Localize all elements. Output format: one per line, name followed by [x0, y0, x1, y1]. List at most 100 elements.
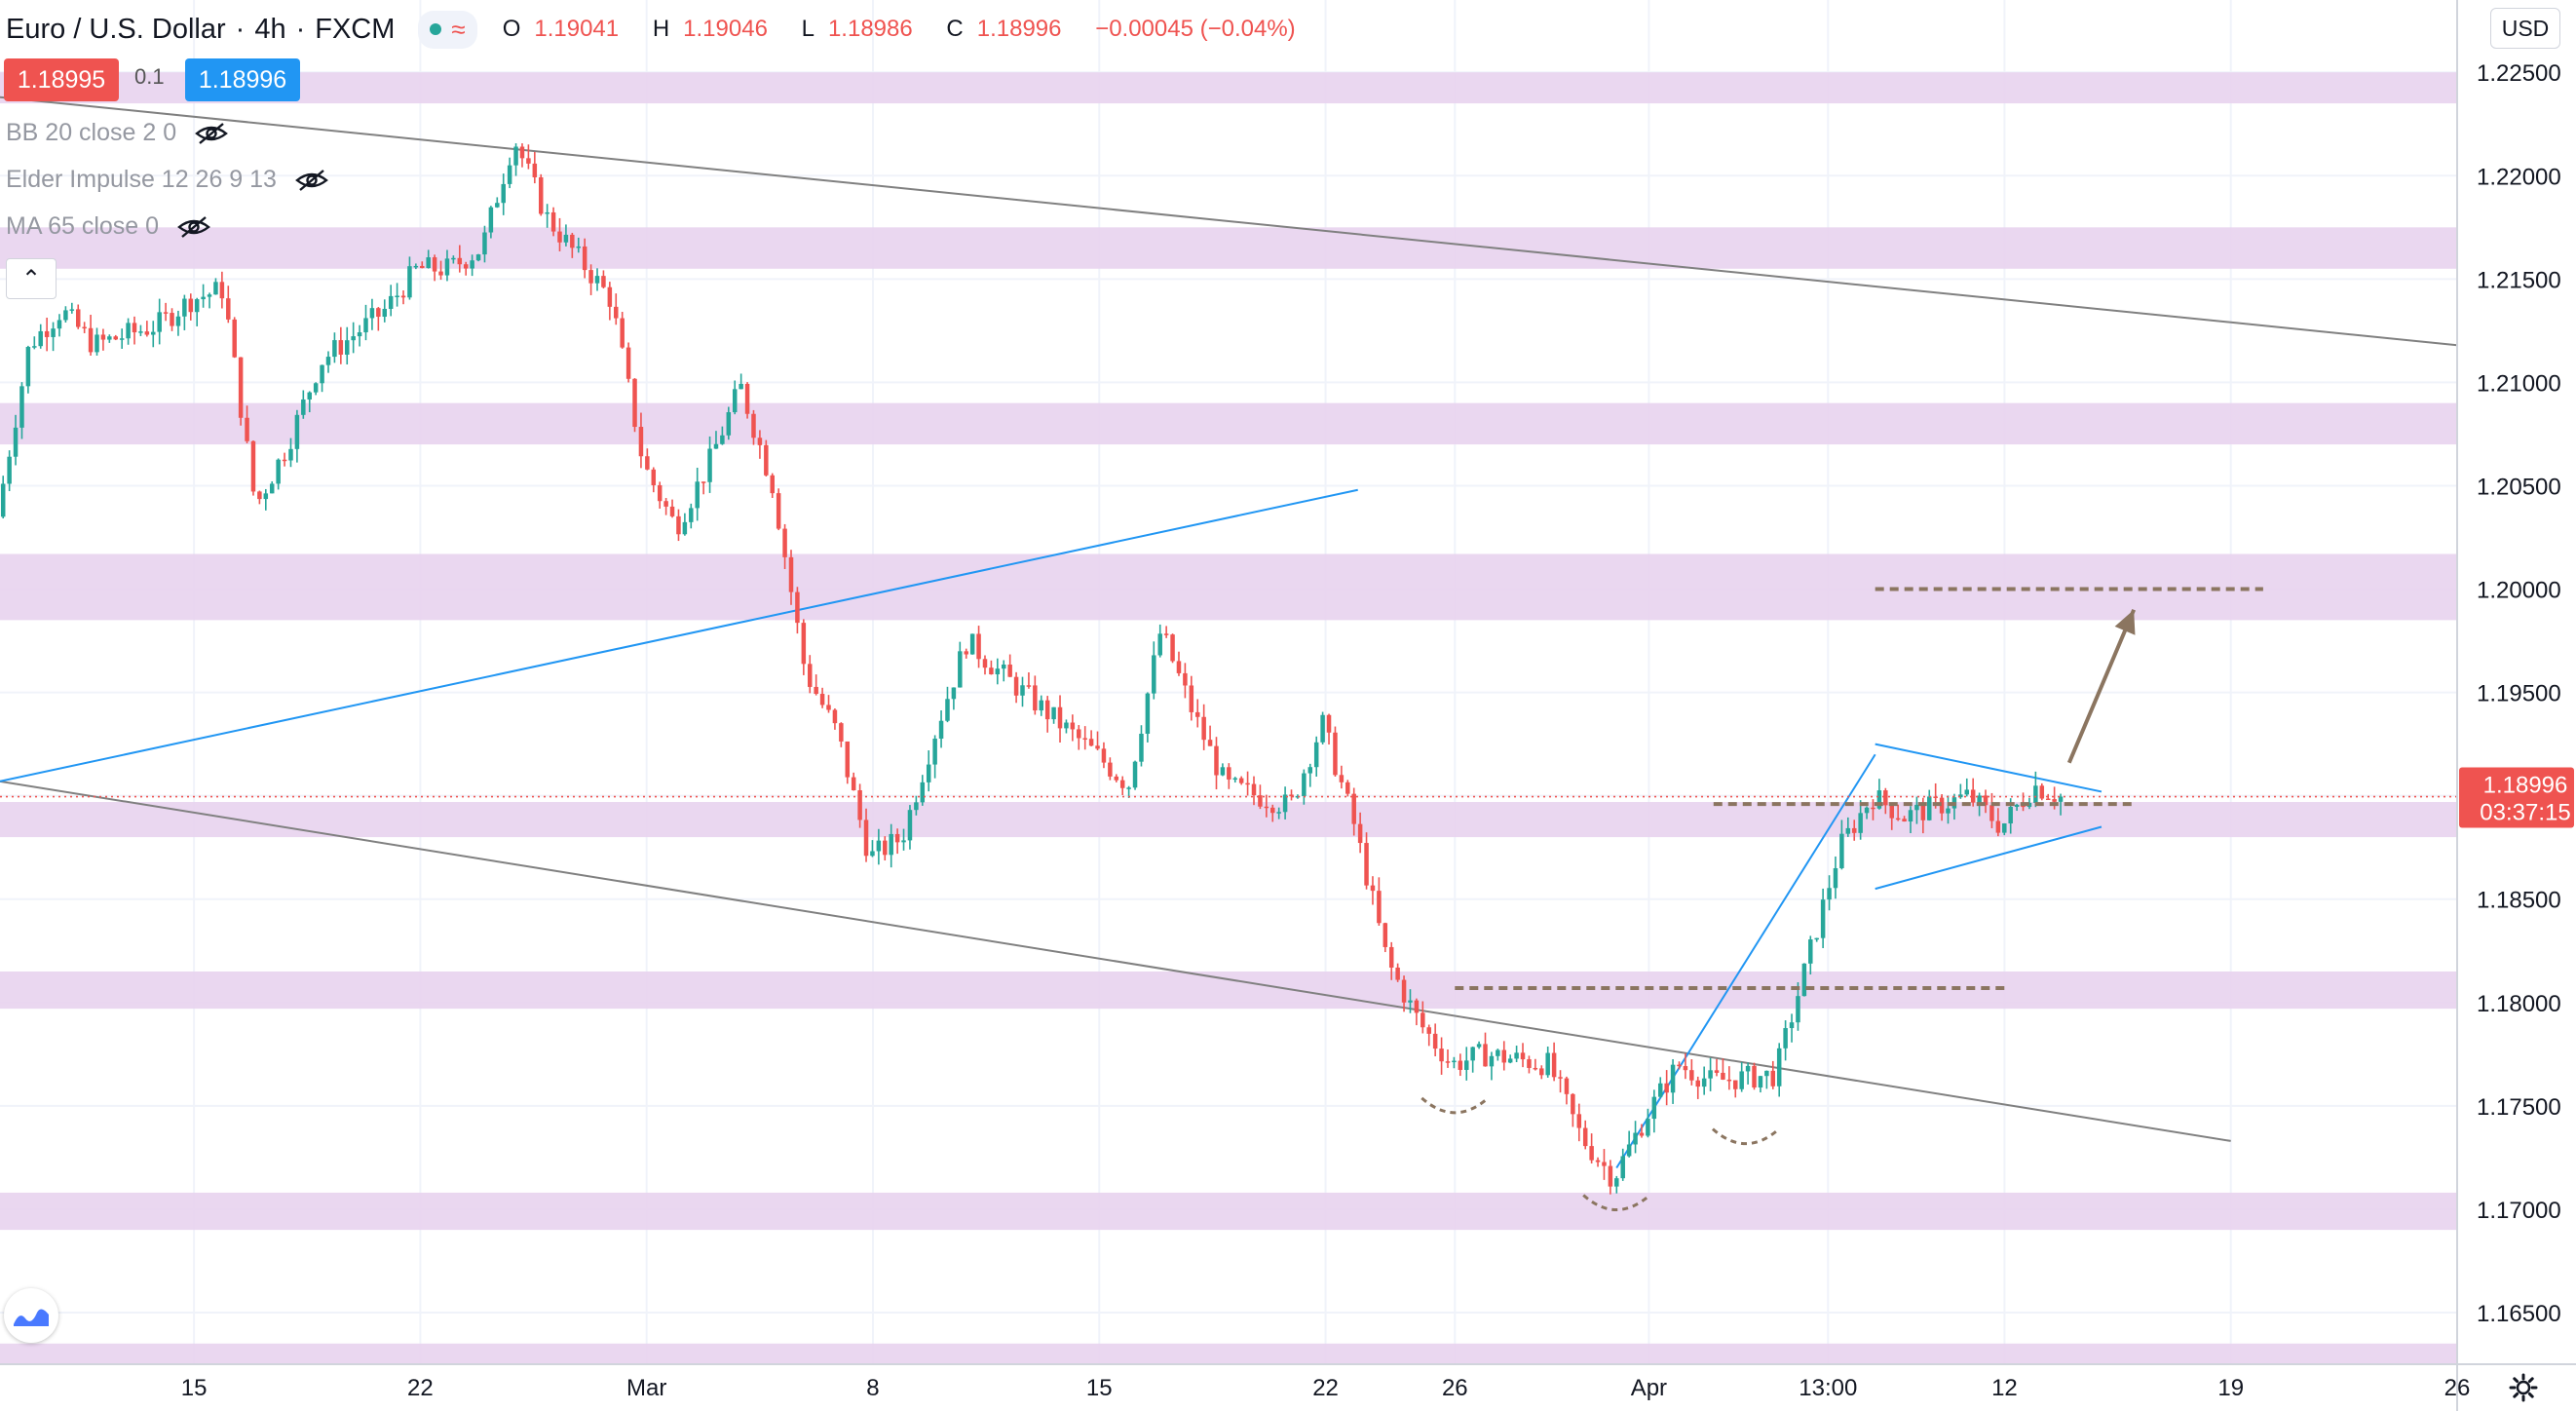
x-tick-label: Mar — [626, 1375, 666, 1401]
indicator-ma[interactable]: MA 65 close 0 — [6, 212, 211, 241]
candle — [269, 480, 275, 494]
candle-body — [1039, 700, 1044, 711]
buy-button[interactable]: 1.18996 — [185, 58, 300, 101]
eye-hidden-icon[interactable] — [194, 122, 229, 145]
candle-body — [320, 364, 324, 384]
candle — [95, 327, 99, 356]
candle — [964, 648, 968, 659]
candle-body — [226, 298, 231, 320]
candle-body — [325, 357, 331, 365]
sell-button[interactable]: 1.18995 — [4, 58, 119, 101]
candle — [238, 357, 244, 426]
candle — [1576, 1103, 1582, 1142]
x-tick-label: 15 — [1086, 1375, 1113, 1401]
candle-body — [1364, 843, 1369, 886]
candle-body — [1833, 867, 1838, 889]
candle-body — [1020, 685, 1025, 696]
candle — [1776, 1043, 1782, 1097]
candle — [1227, 763, 1231, 789]
candle — [488, 206, 494, 239]
candle-body — [926, 764, 931, 782]
candle-body — [457, 257, 463, 265]
candle — [1752, 1062, 1757, 1090]
candle-body — [582, 246, 587, 271]
candle-body — [1551, 1052, 1557, 1078]
candle — [739, 373, 743, 390]
candle — [550, 207, 556, 237]
candle-body — [38, 330, 43, 347]
candle — [814, 674, 818, 696]
candle-body — [1701, 1078, 1707, 1087]
candle-body — [395, 295, 399, 297]
candle-body — [1639, 1132, 1645, 1136]
symbol-name[interactable]: Euro / U.S. Dollar — [6, 13, 226, 45]
candle-body — [669, 506, 675, 516]
market-status-badge[interactable]: ≈ — [418, 10, 477, 49]
candle-body — [100, 334, 106, 340]
header-separator: · — [295, 13, 306, 45]
candle — [770, 473, 775, 498]
candle — [407, 256, 412, 300]
candle — [570, 232, 575, 258]
candle-body — [513, 146, 518, 166]
eye-hidden-icon[interactable] — [176, 215, 211, 239]
market-open-icon — [430, 23, 442, 35]
candle — [958, 641, 963, 688]
indicator-elder[interactable]: Elder Impulse 12 26 9 13 — [6, 166, 329, 194]
tradingview-logo[interactable] — [4, 1288, 58, 1343]
candle-body — [32, 346, 37, 348]
candle — [1701, 1066, 1707, 1095]
candle-body — [1251, 783, 1257, 796]
candle-body — [1714, 1070, 1720, 1073]
eye-hidden-icon[interactable] — [294, 169, 329, 192]
candle-body — [1539, 1068, 1544, 1076]
candle-body — [1214, 745, 1219, 776]
candle-body — [470, 260, 474, 269]
candle-body — [1183, 672, 1188, 686]
candle-body — [1783, 1028, 1788, 1049]
candle-body — [651, 469, 657, 485]
candle — [1714, 1058, 1720, 1077]
currency-button[interactable]: USD — [2490, 8, 2560, 49]
indicator-bb[interactable]: BB 20 close 2 0 — [6, 119, 229, 147]
candle-body — [1839, 833, 1844, 868]
candle — [582, 238, 587, 279]
candle — [682, 513, 688, 536]
candle-body — [1108, 762, 1113, 777]
candle-body — [601, 276, 606, 287]
candle — [1571, 1092, 1575, 1127]
candle — [1582, 1120, 1588, 1150]
candle-body — [1232, 778, 1237, 781]
candle — [657, 481, 663, 509]
candle-body — [1007, 665, 1012, 677]
candle — [1183, 663, 1188, 699]
settings-gear-icon[interactable] — [2504, 1368, 2543, 1407]
candle — [1044, 696, 1050, 733]
candle-body — [620, 318, 625, 348]
candle — [338, 326, 344, 364]
candle — [1496, 1049, 1500, 1061]
candle-body — [1088, 739, 1094, 746]
candle-body — [1026, 685, 1032, 687]
candle-body — [1558, 1077, 1563, 1079]
candle — [1895, 804, 1901, 821]
candle — [207, 292, 212, 309]
candle — [369, 298, 375, 330]
candle — [1883, 787, 1888, 815]
candle — [1264, 794, 1269, 818]
candle — [1170, 633, 1175, 664]
candle — [1533, 1058, 1538, 1071]
candle-body — [1132, 761, 1138, 788]
candle-body — [1432, 1033, 1438, 1049]
candle-body — [1527, 1059, 1532, 1068]
candle — [351, 322, 356, 354]
candle — [776, 488, 781, 531]
candle — [1664, 1070, 1669, 1106]
candle-body — [144, 331, 150, 335]
candle — [1414, 998, 1420, 1026]
candle-body — [132, 323, 137, 333]
collapse-indicators-button[interactable]: ⌃ — [6, 258, 57, 299]
candle — [232, 317, 237, 359]
interval-label[interactable]: 4h — [254, 13, 286, 45]
